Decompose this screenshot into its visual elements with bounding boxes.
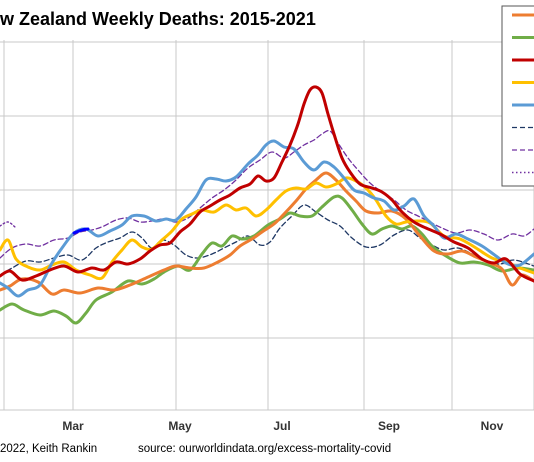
source-caption: source: ourworldindata.org/excess-mortal…	[138, 443, 391, 455]
legend	[501, 5, 534, 187]
series-line-0	[0, 171, 534, 296]
series-line-4	[0, 139, 534, 298]
x-tick-label-jul: Jul	[273, 419, 290, 433]
legend-box	[501, 5, 534, 187]
x-tick-label-mar: Mar	[62, 419, 84, 433]
x-axis-tick-labels: Mar May Jul Sep Nov	[62, 419, 503, 433]
series-line-3	[0, 176, 534, 281]
x-tick-label-sep: Sep	[378, 419, 400, 433]
credit-text: 2022, Keith Rankin	[0, 443, 97, 455]
series-layer	[0, 85, 534, 325]
legend-swatches	[512, 13, 534, 174]
x-tick-label-may: May	[168, 419, 192, 433]
series-line-7	[0, 221, 17, 229]
credit-caption: 2022, Keith Rankin	[0, 443, 97, 455]
series-line-2	[0, 85, 534, 283]
series-line-1	[0, 194, 534, 325]
chart-title: w Zealand Weekly Deaths: 2015-2021	[0, 9, 316, 29]
series-line-6	[0, 129, 534, 259]
x-tick-label-nov: Nov	[481, 419, 504, 433]
source-text: source: ourworldindata.org/excess-mortal…	[138, 443, 391, 455]
series-line-8	[72, 227, 90, 235]
